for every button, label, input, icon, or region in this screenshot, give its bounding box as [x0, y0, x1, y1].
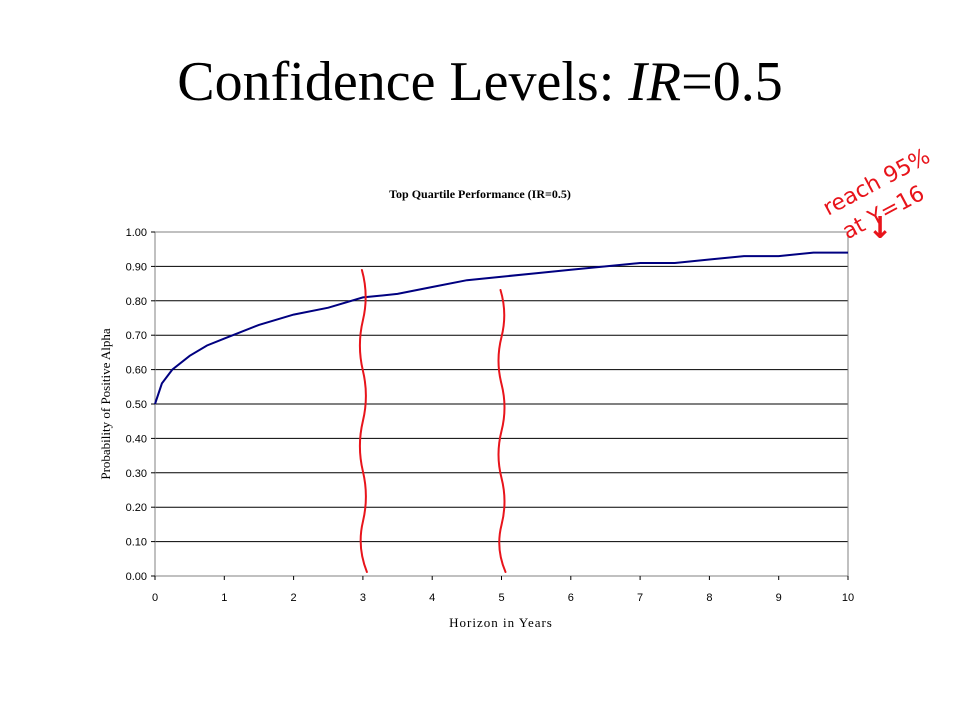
- down-arrow-icon: ↓: [867, 211, 892, 246]
- slide-title-suffix: =0.5: [681, 51, 783, 113]
- slide-title: Confidence Levels: IR=0.5: [0, 50, 960, 114]
- x-tick-label: 4: [429, 592, 435, 604]
- hand-marker-line: [497, 289, 507, 573]
- y-tick-label: 0.10: [126, 537, 147, 549]
- x-tick-label: 5: [498, 592, 504, 604]
- y-tick-label: 0.00: [126, 571, 147, 583]
- x-tick-label: 3: [360, 592, 366, 604]
- x-tick-label: 2: [291, 592, 297, 604]
- x-tick-label: 9: [776, 592, 782, 604]
- y-tick-label: 0.40: [126, 433, 147, 445]
- y-tick-label: 0.60: [126, 365, 147, 377]
- x-tick-label: 7: [637, 592, 643, 604]
- y-tick-label: 0.70: [126, 330, 147, 342]
- x-axis-title: Horizon in Years: [449, 615, 553, 630]
- y-tick-label: 0.20: [126, 502, 147, 514]
- x-tick-label: 8: [706, 592, 712, 604]
- x-tick-label: 0: [152, 592, 158, 604]
- x-tick-label: 10: [842, 592, 854, 604]
- series-line: [154, 251, 848, 405]
- y-axis-title: Probability of Positive Alpha: [98, 328, 113, 480]
- y-tick-label: 0.30: [126, 468, 147, 480]
- hand-markers: [358, 269, 507, 573]
- y-tick-label: 0.90: [126, 261, 147, 273]
- slide-title-prefix: Confidence Levels:: [177, 51, 629, 113]
- x-tick-label: 6: [568, 592, 574, 604]
- y-tick-label: 1.00: [126, 227, 147, 239]
- y-tick-label: 0.50: [126, 399, 147, 411]
- slide-title-ir: IR: [628, 51, 682, 113]
- x-axis-ticks: 0 1 2 3 4 5 6 7 8 9 10: [152, 576, 854, 604]
- chart-title: Top Quartile Performance (IR=0.5): [389, 187, 571, 201]
- hand-marker-line: [358, 269, 368, 573]
- x-tick-label: 1: [221, 592, 227, 604]
- y-axis-ticks: 0.00 0.10 0.20 0.30 0.40 0.50 0.60 0.70 0.80 0.90…: [126, 227, 155, 583]
- y-tick-label: 0.80: [126, 296, 147, 308]
